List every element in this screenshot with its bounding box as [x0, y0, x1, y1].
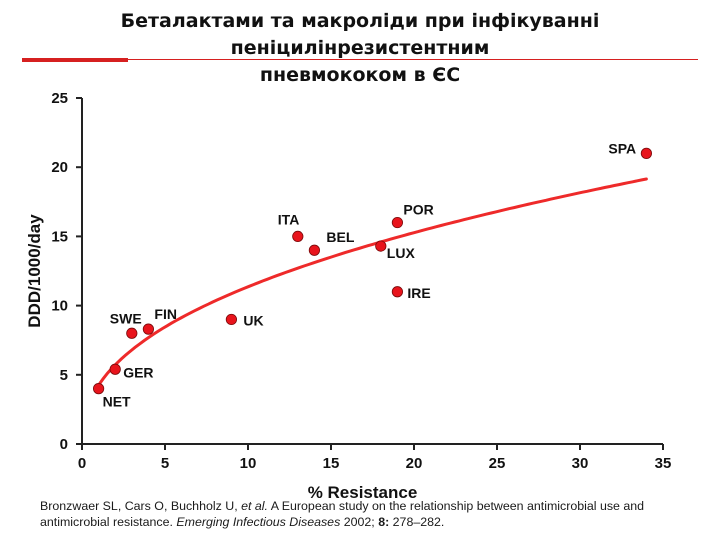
data-point-bel	[308, 244, 320, 256]
x-tick-label: 20	[406, 455, 423, 472]
x-tick-label: 25	[489, 455, 506, 472]
x-axis-label: % Resistance	[308, 483, 418, 500]
point-label-ita: ITA	[278, 211, 300, 227]
y-tick-label: 25	[51, 90, 68, 107]
point-label-fin: FIN	[154, 306, 177, 322]
citation-pages: 278–282.	[389, 515, 445, 529]
data-point-lux	[375, 240, 387, 252]
data-point-fin	[142, 323, 154, 335]
point-label-ger: GER	[123, 364, 153, 380]
slide-title: Беталактами та макроліди при інфікуванні…	[0, 8, 720, 89]
x-tick-label: 30	[572, 455, 589, 472]
point-label-ire: IRE	[407, 285, 430, 301]
data-point-net	[93, 383, 105, 395]
citation: Bronzwaer SL, Cars O, Buchholz U, et al.…	[40, 498, 700, 530]
citation-volume: 8:	[378, 515, 390, 529]
data-point-ire	[391, 286, 403, 298]
x-tick-label: 5	[161, 455, 169, 472]
citation-journal: Emerging Infectious Diseases	[176, 515, 341, 529]
title-line-1: Беталактами та макроліди при інфікуванні…	[120, 10, 600, 59]
citation-year: 2002;	[340, 515, 379, 529]
chart-axes: 0 5 10 15 20 25 30 35 0 5 10 15 20 25 % Resistance DDD/…	[25, 90, 671, 500]
x-tick-label: 35	[655, 455, 672, 472]
y-tick-label: 5	[60, 367, 68, 384]
title-line-2: пневмококом в ЄС	[259, 64, 461, 86]
data-point-uk	[225, 313, 237, 326]
data-point-ita	[292, 230, 304, 242]
citation-text: A European study on the relationship bet…	[40, 499, 645, 529]
point-label-swe: SWE	[110, 310, 142, 326]
data-point-spa	[640, 147, 653, 159]
scatter-chart: 0 5 10 15 20 25 30 35 0 5 10 15 20 25 % Resistance DDD/…	[25, 90, 671, 500]
y-tick-label: 20	[51, 159, 68, 176]
x-tick-label: 0	[78, 455, 86, 472]
y-axis-label: DDD/1000/day	[25, 214, 44, 328]
title-underline	[22, 59, 698, 60]
citation-etal: et al.	[241, 499, 268, 513]
title-underline-accent	[22, 58, 128, 62]
trendline	[97, 177, 648, 387]
data-point-swe	[126, 327, 138, 339]
point-label-por: POR	[403, 202, 433, 218]
points-group	[93, 147, 653, 395]
point-label-spa: SPA	[608, 140, 636, 156]
y-tick-label: 0	[60, 436, 68, 453]
point-label-uk: UK	[243, 312, 263, 328]
point-label-lux: LUX	[387, 245, 416, 261]
data-point-ger	[109, 363, 121, 375]
y-tick-label: 10	[51, 298, 68, 315]
trendline-group	[97, 177, 648, 387]
point-label-net: NET	[103, 394, 131, 410]
y-tick-label: 15	[51, 228, 68, 245]
point-labels-group: NET GER SWE FIN UK ITA BEL LUX POR IRE SPA	[103, 140, 637, 409]
point-label-bel: BEL	[326, 229, 354, 245]
citation-authors: Bronzwaer SL, Cars O, Buchholz U,	[40, 499, 242, 513]
x-tick-label: 10	[240, 455, 257, 472]
data-point-por	[391, 216, 403, 229]
x-tick-label: 15	[323, 455, 340, 472]
